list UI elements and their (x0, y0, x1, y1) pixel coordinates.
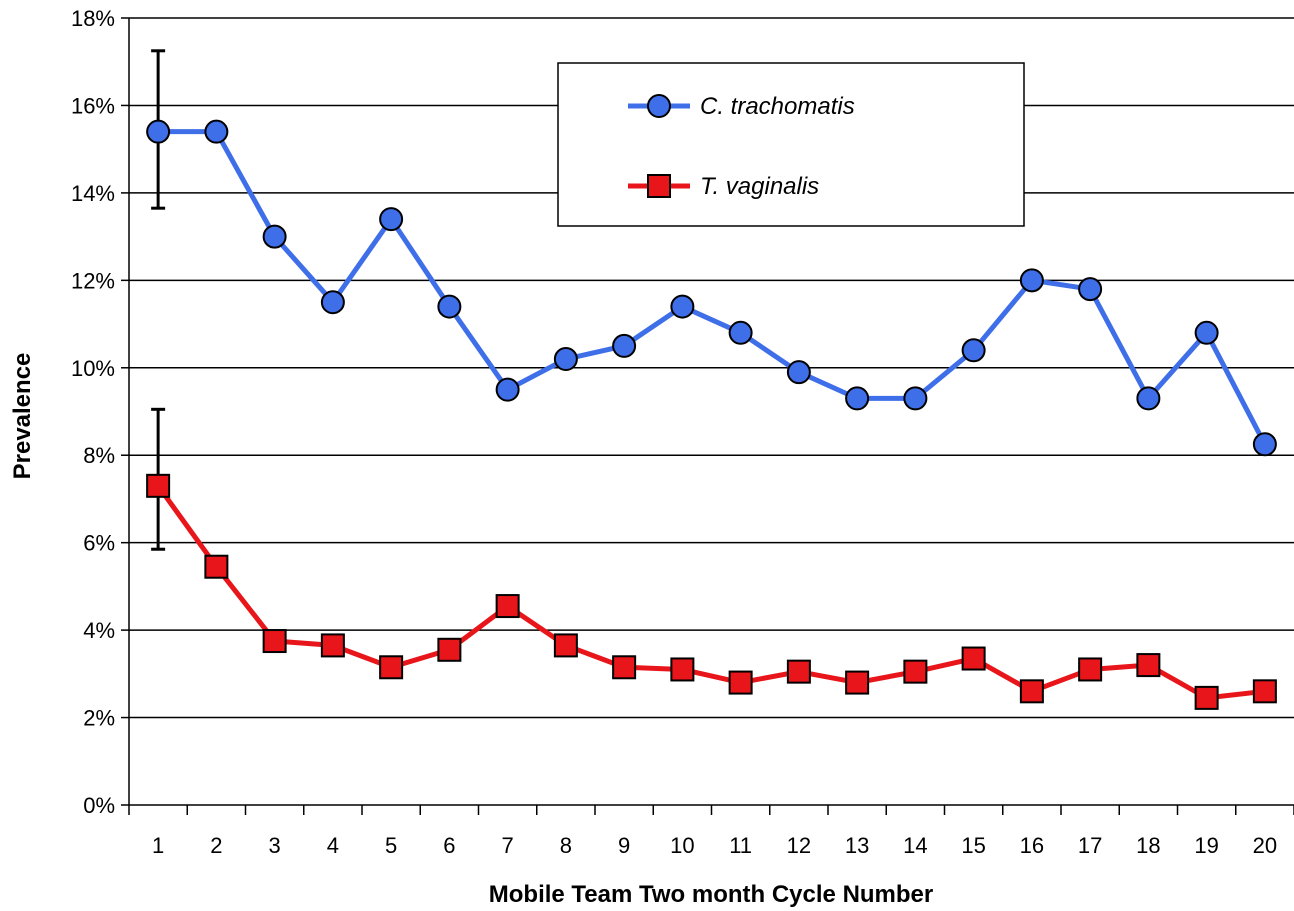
y-axis-title: Prevalence (9, 353, 36, 480)
data-point (1019, 679, 1044, 704)
x-tick-label: 6 (443, 833, 455, 858)
legend-box (557, 62, 1025, 227)
data-point (728, 670, 753, 695)
y-tick-label: 0% (83, 793, 115, 818)
x-tick-label: 5 (385, 833, 397, 858)
data-point (146, 119, 171, 144)
x-tick-label: 8 (560, 833, 572, 858)
x-tick-label: 19 (1194, 833, 1218, 858)
x-tick-label: 12 (787, 833, 811, 858)
x-tick-label: 14 (903, 833, 927, 858)
data-point (612, 655, 637, 680)
x-tick-label: 2 (210, 833, 222, 858)
data-point (670, 657, 695, 682)
data-point (437, 637, 462, 662)
data-point (1194, 685, 1219, 710)
series-1 (146, 49, 1277, 457)
y-tick-label: 16% (71, 93, 115, 118)
x-tick-label: 1 (152, 833, 164, 858)
legend-swatch-marker (647, 94, 671, 118)
y-tick-label: 14% (71, 181, 115, 206)
data-point (146, 473, 171, 498)
data-point (437, 294, 462, 319)
data-point (1252, 432, 1277, 457)
data-point (1136, 653, 1161, 678)
data-point (320, 290, 345, 315)
legend-swatch-marker (647, 174, 671, 198)
data-point (204, 119, 229, 144)
x-axis-title: Mobile Team Two month Cycle Number (489, 881, 934, 908)
data-point (495, 594, 520, 619)
y-tick-label: 8% (83, 443, 115, 468)
data-point (320, 633, 345, 658)
data-point (379, 207, 404, 232)
data-point (903, 386, 928, 411)
data-point (1194, 320, 1219, 345)
x-tick-label: 4 (327, 833, 339, 858)
series-2 (146, 407, 1277, 710)
y-tick-label: 18% (71, 6, 115, 31)
data-point (379, 655, 404, 680)
data-point (262, 629, 287, 654)
data-point (1078, 657, 1103, 682)
data-point (845, 386, 870, 411)
legend: C. trachomatis T. vaginalis (557, 62, 1025, 227)
x-tick-label: 9 (618, 833, 630, 858)
data-point (903, 659, 928, 684)
x-tick-label: 18 (1136, 833, 1160, 858)
data-point (612, 333, 637, 358)
data-point (670, 294, 695, 319)
y-tick-label: 4% (83, 618, 115, 643)
x-tick-label: 13 (845, 833, 869, 858)
series-layer (146, 49, 1277, 710)
legend-item-1: C. trachomatis (628, 93, 855, 120)
x-tick-label: 20 (1253, 833, 1277, 858)
y-tick-label: 6% (83, 531, 115, 556)
y-tick-label: 12% (71, 268, 115, 293)
gridlines (129, 17, 1294, 719)
data-point (1019, 268, 1044, 293)
data-point (845, 670, 870, 695)
y-tick-label: 2% (83, 706, 115, 731)
data-point (553, 633, 578, 658)
data-point (262, 224, 287, 249)
data-point (786, 659, 811, 684)
data-point (495, 377, 520, 402)
y-axis-ticks: 0% 2% 4% 6% 8% 10% 12% 14% 16% 18% (71, 6, 129, 818)
legend-label: T. vaginalis (700, 173, 819, 200)
legend-label: C. trachomatis (700, 93, 855, 120)
legend-item-2: T. vaginalis (628, 173, 819, 200)
x-axis-ticks: 1 2 3 4 5 6 7 8 9 10 11 12 13 14 15 16 17 18 19 20 (128, 805, 1294, 858)
data-point (728, 320, 753, 345)
x-tick-label: 16 (1020, 833, 1044, 858)
x-tick-label: 3 (269, 833, 281, 858)
data-point (961, 646, 986, 671)
data-point (961, 338, 986, 363)
data-point (1136, 386, 1161, 411)
x-tick-label: 10 (670, 833, 694, 858)
data-point (786, 360, 811, 385)
x-tick-label: 15 (961, 833, 985, 858)
data-point (553, 347, 578, 372)
x-tick-label: 11 (729, 833, 752, 858)
data-point (204, 554, 229, 579)
x-tick-label: 7 (502, 833, 514, 858)
y-tick-label: 10% (71, 356, 115, 381)
data-point (1252, 679, 1277, 704)
x-tick-label: 17 (1078, 833, 1102, 858)
data-point (1078, 277, 1103, 302)
